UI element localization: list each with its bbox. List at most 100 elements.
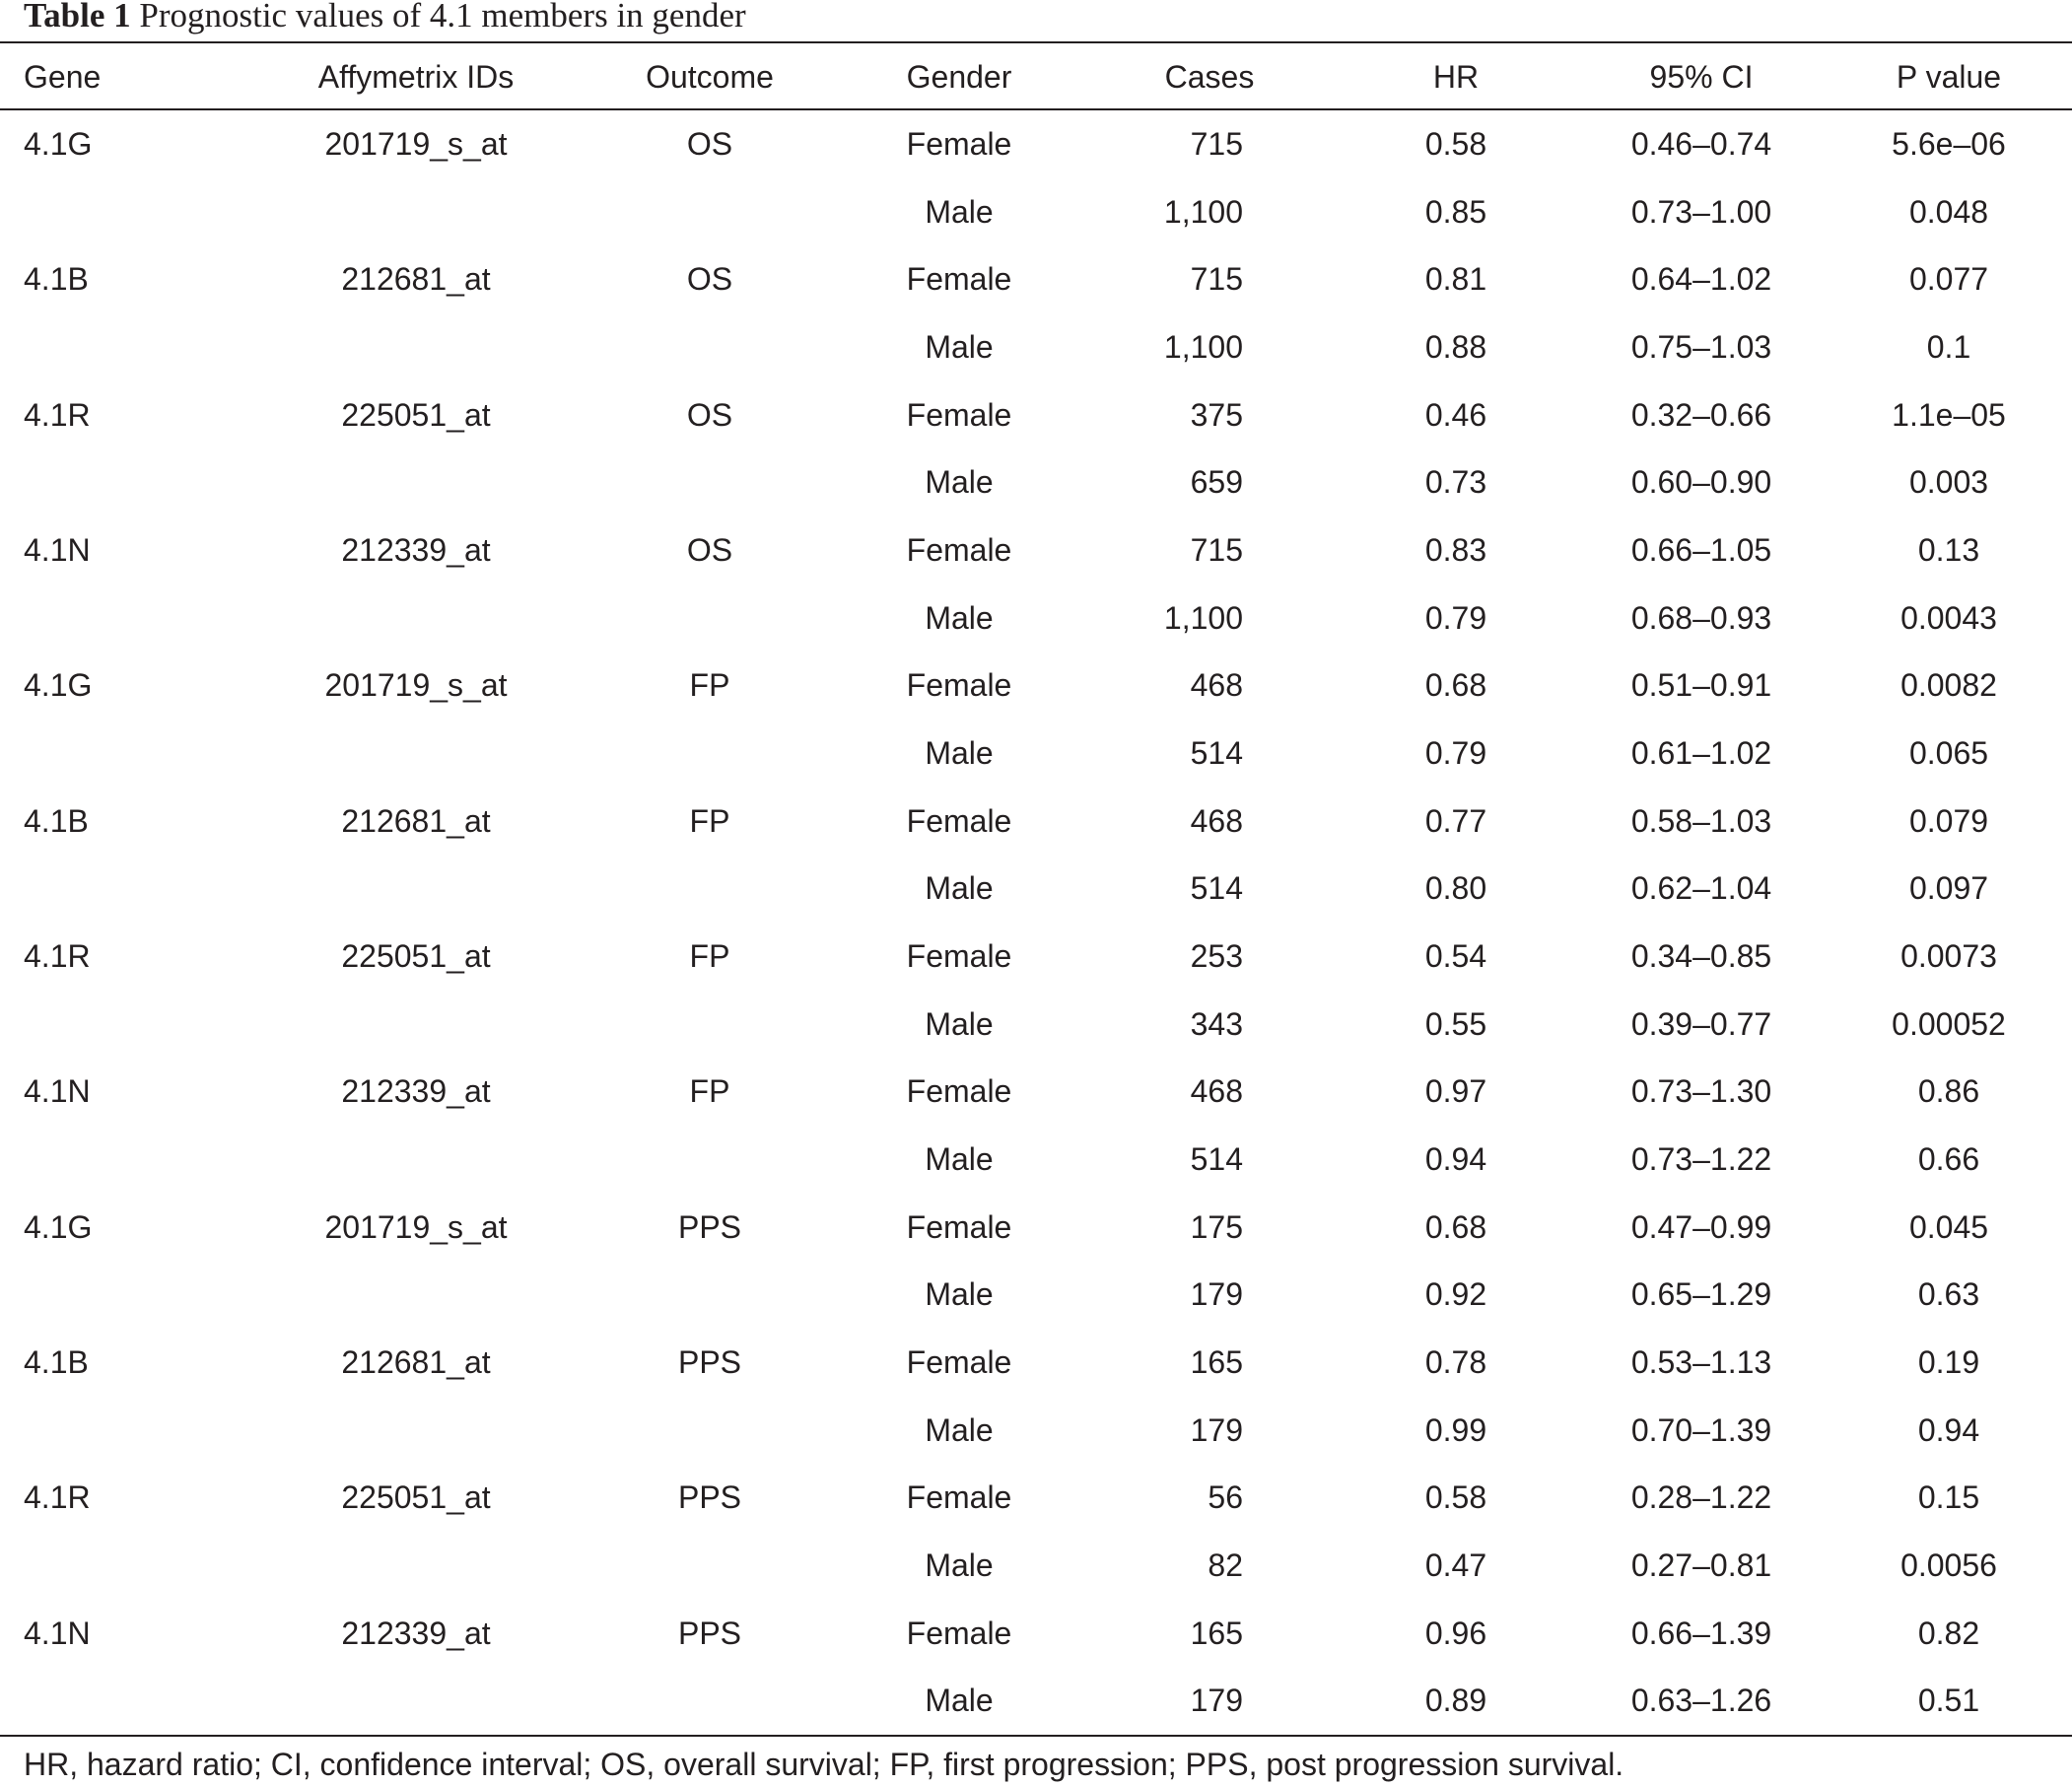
cell-gene: 4.1R <box>24 1479 91 1516</box>
cell-gene: 4.1G <box>24 126 93 162</box>
cell-gender: Female <box>906 1614 1012 1651</box>
cell-gene: 4.1R <box>24 396 91 433</box>
cell-hr: 0.55 <box>1424 1005 1487 1042</box>
table-row: 4.1G 201719_s_at OS Female 715 0.58 0.46–0.74 5… <box>0 110 2072 178</box>
cell-affymetrix-id: 201719_s_at <box>324 1208 508 1245</box>
cell-95-ci: 0.66–1.05 <box>1630 532 1772 568</box>
cell-affymetrix-id: 225051_at <box>341 1479 491 1516</box>
cell-p-value: 0.86 <box>1917 1073 1980 1110</box>
cell-cases: 179 <box>1190 1683 1243 1719</box>
cell-95-ci: 0.51–0.91 <box>1630 667 1772 704</box>
cell-gene: 4.1G <box>24 667 93 704</box>
cell-gene: 4.1N <box>24 1073 91 1110</box>
table-row: Male 514 0.80 0.62–1.04 0.097 <box>0 855 2072 923</box>
cell-p-value: 0.003 <box>1908 464 1989 501</box>
cell-gender: Male <box>925 735 994 771</box>
table-row: Male 343 0.55 0.39–0.77 0.00052 <box>0 991 2072 1059</box>
cell-p-value: 0.0043 <box>1900 599 1997 636</box>
table-caption-title: Prognostic values of 4.1 members in gend… <box>139 0 746 34</box>
cell-hr: 0.68 <box>1424 667 1487 704</box>
cell-gender: Female <box>906 261 1012 298</box>
table-top-rule <box>0 41 2072 43</box>
cell-cases: 715 <box>1190 126 1243 162</box>
cell-hr: 0.78 <box>1424 1344 1487 1380</box>
cell-gender: Female <box>906 1208 1012 1245</box>
column-header-hr: HR <box>1432 59 1480 95</box>
cell-p-value: 0.63 <box>1917 1276 1980 1313</box>
cell-gene: 4.1B <box>24 261 89 298</box>
cell-p-value: 0.077 <box>1908 261 1989 298</box>
cell-gender: Male <box>925 870 994 907</box>
cell-95-ci: 0.47–0.99 <box>1630 1208 1772 1245</box>
cell-gender: Male <box>925 329 994 365</box>
cell-p-value: 0.0056 <box>1900 1547 1997 1583</box>
table-footnote: HR, hazard ratio; CI, confidence interva… <box>24 1747 1624 1782</box>
cell-95-ci: 0.66–1.39 <box>1630 1614 1772 1651</box>
column-header-p-value: P value <box>1896 59 2002 95</box>
cell-p-value: 0.82 <box>1917 1614 1980 1651</box>
cell-p-value: 0.1 <box>1926 329 1971 365</box>
cell-cases: 179 <box>1190 1276 1243 1313</box>
cell-outcome: OS <box>686 532 733 568</box>
cell-gender: Female <box>906 532 1012 568</box>
table-row: Male 1,100 0.88 0.75–1.03 0.1 <box>0 313 2072 381</box>
cell-affymetrix-id: 225051_at <box>341 396 491 433</box>
cell-95-ci: 0.63–1.26 <box>1630 1683 1772 1719</box>
cell-affymetrix-id: 201719_s_at <box>324 667 508 704</box>
cell-p-value: 0.097 <box>1908 870 1989 907</box>
cell-affymetrix-id: 212681_at <box>341 802 491 839</box>
cell-hr: 0.79 <box>1424 735 1487 771</box>
cell-95-ci: 0.65–1.29 <box>1630 1276 1772 1313</box>
cell-cases: 165 <box>1190 1344 1243 1380</box>
cell-gene: 4.1B <box>24 802 89 839</box>
column-header-95-ci: 95% CI <box>1649 59 1754 95</box>
table-row: 4.1G 201719_s_at FP Female 468 0.68 0.51–0.91 0… <box>0 652 2072 720</box>
cell-95-ci: 0.73–1.30 <box>1630 1073 1772 1110</box>
cell-affymetrix-id: 212339_at <box>341 1073 491 1110</box>
cell-95-ci: 0.60–0.90 <box>1630 464 1772 501</box>
cell-95-ci: 0.61–1.02 <box>1630 735 1772 771</box>
cell-cases: 514 <box>1190 870 1243 907</box>
cell-p-value: 5.6e–06 <box>1892 126 2006 162</box>
cell-gene: 4.1B <box>24 1344 89 1380</box>
column-header-gene: Gene <box>24 59 102 95</box>
table-row: 4.1N 212339_at OS Female 715 0.83 0.66–1.05 0.1… <box>0 516 2072 584</box>
table-row: Male 1,100 0.79 0.68–0.93 0.0043 <box>0 584 2072 653</box>
cell-outcome: FP <box>689 938 730 974</box>
table-caption-label: Table 1 <box>24 0 131 34</box>
table-row: 4.1R 225051_at OS Female 375 0.46 0.32–0.66 1.1… <box>0 381 2072 449</box>
cell-gender: Female <box>906 1344 1012 1380</box>
cell-hr: 0.58 <box>1424 1479 1487 1516</box>
cell-p-value: 0.065 <box>1908 735 1989 771</box>
cell-95-ci: 0.68–0.93 <box>1630 599 1772 636</box>
cell-gender: Female <box>906 1479 1012 1516</box>
table-row: Male 179 0.99 0.70–1.39 0.94 <box>0 1397 2072 1465</box>
cell-hr: 0.46 <box>1424 396 1487 433</box>
cell-cases: 56 <box>1208 1479 1243 1516</box>
cell-outcome: PPS <box>677 1344 742 1380</box>
cell-hr: 0.88 <box>1424 329 1487 365</box>
cell-affymetrix-id: 212339_at <box>341 532 491 568</box>
table-row: Male 514 0.79 0.61–1.02 0.065 <box>0 720 2072 788</box>
cell-cases: 468 <box>1190 667 1243 704</box>
cell-p-value: 0.94 <box>1917 1411 1980 1448</box>
table-row: 4.1B 212681_at FP Female 468 0.77 0.58–1.03 0.0… <box>0 788 2072 856</box>
cell-outcome: FP <box>689 667 730 704</box>
cell-p-value: 0.66 <box>1917 1141 1980 1177</box>
cell-cases: 165 <box>1190 1614 1243 1651</box>
cell-hr: 0.81 <box>1424 261 1487 298</box>
column-header-affymetrix-ids: Affymetrix IDs <box>317 59 515 95</box>
cell-hr: 0.94 <box>1424 1141 1487 1177</box>
cell-95-ci: 0.70–1.39 <box>1630 1411 1772 1448</box>
cell-p-value: 1.1e–05 <box>1892 396 2006 433</box>
cell-outcome: PPS <box>677 1479 742 1516</box>
cell-cases: 253 <box>1190 938 1243 974</box>
cell-hr: 0.47 <box>1424 1547 1487 1583</box>
table-row: Male 179 0.89 0.63–1.26 0.51 <box>0 1667 2072 1735</box>
cell-p-value: 0.0082 <box>1900 667 1997 704</box>
cell-p-value: 0.079 <box>1908 802 1989 839</box>
table-header-row: Gene Affymetrix IDs Outcome Gender Cases… <box>0 41 2072 108</box>
cell-p-value: 0.13 <box>1917 532 1980 568</box>
cell-hr: 0.97 <box>1424 1073 1487 1110</box>
cell-affymetrix-id: 212681_at <box>341 1344 491 1380</box>
